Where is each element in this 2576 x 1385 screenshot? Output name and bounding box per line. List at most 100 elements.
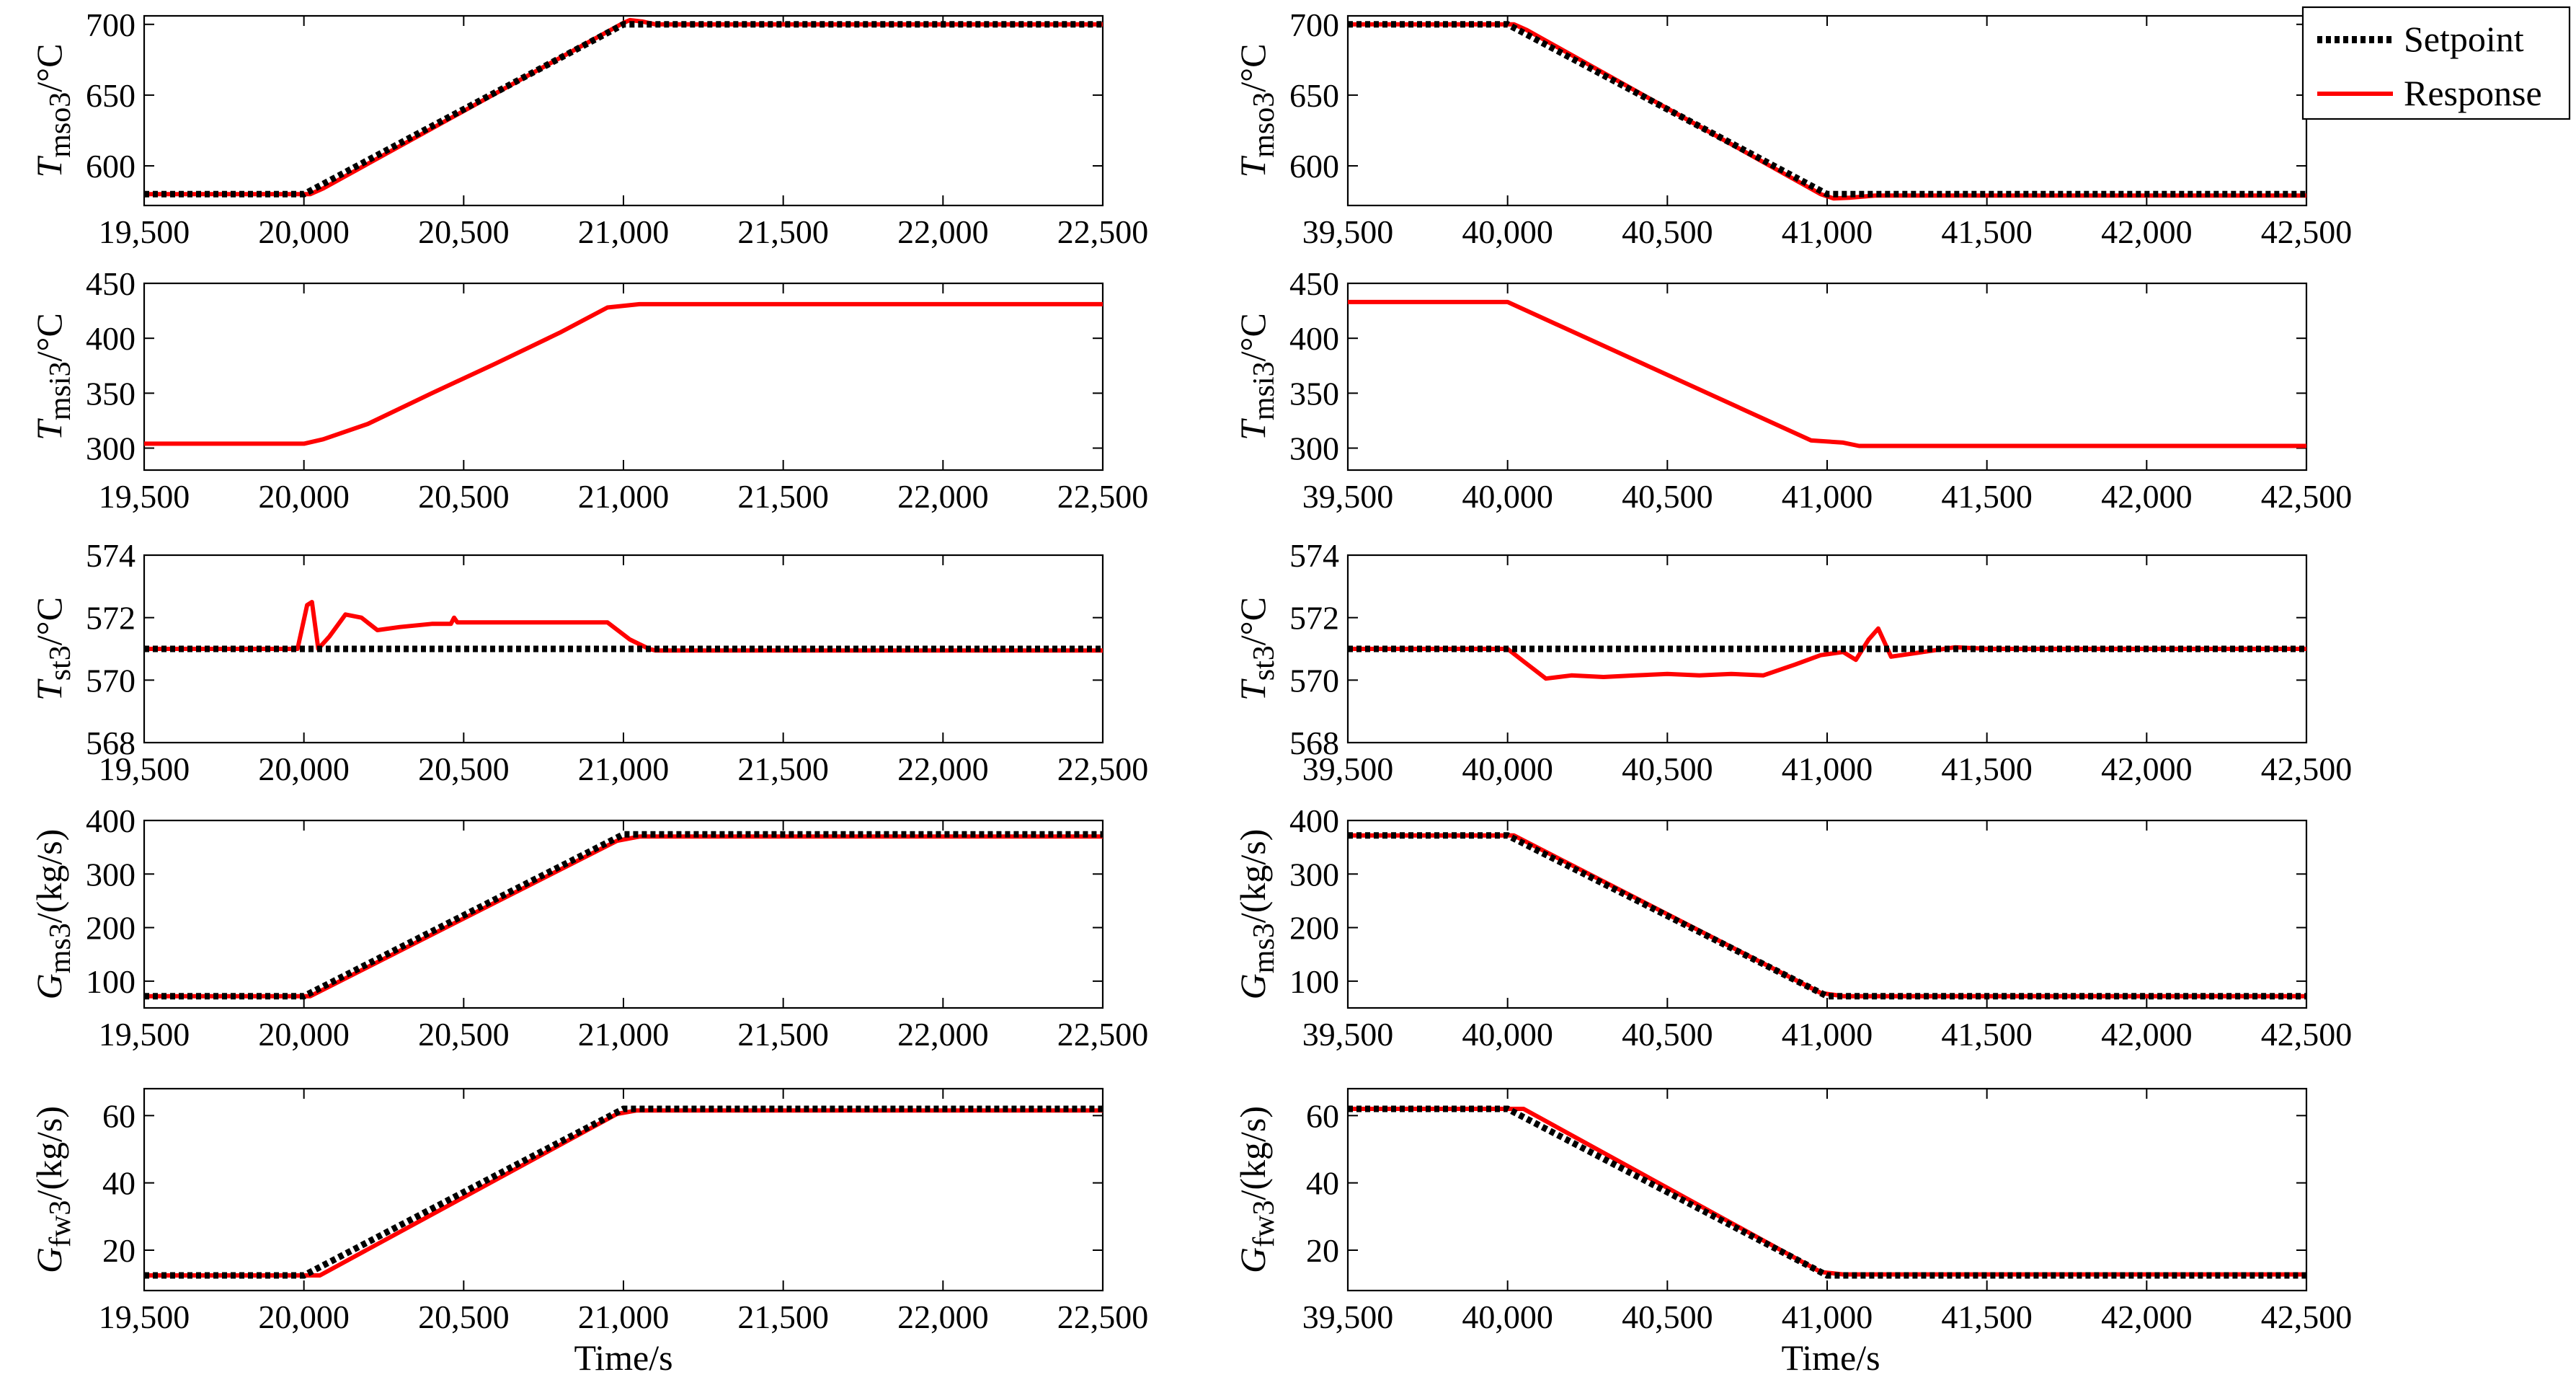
x-tick-label: 19,500 (99, 478, 190, 515)
x-tick-label: 22,000 (897, 751, 989, 787)
y-axis-label-subscript: ms3 (44, 923, 77, 973)
y-tick-label: 60 (102, 1097, 136, 1134)
y-axis-label: Tmso3/°C (1233, 43, 1281, 177)
x-tick-label: 41,500 (1941, 751, 2033, 787)
y-axis-label-subscript: mso3 (44, 92, 77, 158)
x-tick-label: 21,500 (737, 1016, 829, 1053)
y-axis-label: Tst3/°C (1233, 597, 1281, 701)
panel-left-msi3: 19,500 20,000 20,500 21,000 21,500 22,000 22,5… (29, 265, 1148, 515)
y-axis-label-symbol: T (1233, 418, 1273, 441)
y-tick-label: 350 (86, 375, 136, 412)
panel-left-fw3: 19,500 20,000 20,500 21,000 21,500 22,000 22,5… (29, 1087, 1149, 1335)
y-axis-label-unit: /(kg/s) (29, 1106, 69, 1200)
y-tick-label: 300 (1289, 856, 1339, 893)
x-tick-label: 42,500 (2261, 1298, 2353, 1335)
response-line (1348, 1107, 2306, 1277)
x-tick-label: 22,000 (897, 1298, 989, 1335)
y-axis-label-subscript: fw3 (1248, 1200, 1281, 1247)
y-axis-label-subscript: fw3 (44, 1200, 77, 1247)
setpoint-line (1348, 832, 2306, 1000)
response-line (1348, 626, 2306, 681)
y-tick-label: 400 (1289, 320, 1339, 357)
x-tick-label: 22,500 (1057, 1298, 1149, 1335)
y-tick-label: 200 (1289, 910, 1339, 947)
x-tick-label: 41,500 (1941, 1298, 2033, 1335)
y-axis-label-unit: /(kg/s) (29, 829, 69, 924)
x-tick-label: 20,000 (258, 478, 350, 515)
y-axis-label: Tmsi3/°C (1233, 313, 1281, 441)
x-tick-label: 22,500 (1057, 213, 1149, 250)
x-tick-label: 19,500 (99, 751, 190, 787)
y-tick-label: 400 (86, 802, 136, 839)
legend-box (2301, 6, 2571, 120)
x-tick-label: 40,000 (1462, 213, 1553, 250)
y-axis-label-symbol: G (1233, 973, 1273, 999)
setpoint-line (144, 1105, 1103, 1279)
response-line (1348, 299, 2306, 448)
x-tick-label: 42,000 (2101, 478, 2193, 515)
y-axis-label-symbol: T (1233, 156, 1273, 178)
x-tick-label: 40,000 (1462, 1016, 1553, 1053)
axes-frame (143, 1087, 1104, 1292)
response-line (144, 301, 1103, 446)
y-axis-label: Gms3/(kg/s) (1233, 829, 1281, 1000)
x-tick-label: 22,000 (897, 213, 989, 250)
panel-right-fw3: 39,500 40,000 40,500 41,000 41,500 42,000 42,5… (1233, 1087, 2353, 1335)
x-tick-label: 22,000 (897, 478, 989, 515)
x-tick-label: 40,500 (1622, 478, 1713, 515)
response-line (1348, 833, 2306, 999)
y-axis-label-subscript: st3 (1248, 645, 1281, 681)
x-tick-label: 39,500 (1302, 213, 1394, 250)
x-tick-label: 42,500 (2261, 751, 2353, 787)
axes-frame (1346, 819, 2308, 1009)
x-tick-label: 20,000 (258, 213, 350, 250)
x-tick-label: 42,500 (2261, 1016, 2353, 1053)
x-tick-label: 40,500 (1622, 751, 1713, 787)
x-tick-label: 41,000 (1782, 1298, 1873, 1335)
y-axis-label-symbol: T (29, 678, 69, 701)
y-tick-label: 400 (86, 320, 136, 357)
response-line (144, 600, 1103, 653)
y-tick-label: 350 (1289, 375, 1339, 412)
y-tick-label: 650 (86, 77, 136, 114)
y-axis-label-symbol: T (29, 418, 69, 441)
x-tick-label: 20,000 (258, 1298, 350, 1335)
y-tick-label: 574 (1289, 537, 1339, 574)
y-tick-label: 100 (86, 963, 136, 1000)
y-tick-label: 450 (86, 265, 136, 302)
y-axis-label: Gfw3/(kg/s) (29, 1106, 77, 1273)
x-tick-label: 21,500 (737, 213, 829, 250)
y-tick-label: 600 (86, 148, 136, 185)
x-tick-label: 20,500 (418, 751, 510, 787)
setpoint-line (144, 21, 1103, 198)
legend: Setpoint Response (2301, 6, 2571, 120)
x-tick-label: 39,500 (1302, 1016, 1394, 1053)
y-axis-label: Tmsi3/°C (29, 313, 77, 441)
y-tick-label: 40 (102, 1165, 136, 1202)
setpoint-line (144, 831, 1103, 1000)
x-axis-label-right: Time/s (1781, 1337, 1880, 1378)
x-tick-label: 42,000 (2101, 1298, 2193, 1335)
y-tick-label: 300 (1289, 430, 1339, 467)
y-axis-label-unit: /°C (1233, 43, 1273, 92)
y-axis-label-symbol: T (29, 156, 69, 178)
y-axis-label-unit: /(kg/s) (1233, 829, 1273, 924)
x-tick-label: 19,500 (99, 213, 190, 250)
y-tick-label: 574 (86, 537, 136, 574)
y-axis-label-subscript: msi3 (1248, 361, 1281, 420)
panel-right-ms3: 39,500 40,000 40,500 41,000 41,500 42,000 42,5… (1233, 802, 2352, 1053)
x-tick-label: 39,500 (1302, 478, 1394, 515)
response-line (144, 17, 1103, 197)
y-axis-label-subscript: ms3 (1248, 923, 1281, 973)
y-axis-label-unit: /°C (1233, 597, 1273, 645)
y-axis-label-unit: /°C (29, 313, 69, 361)
x-tick-label: 40,000 (1462, 478, 1553, 515)
y-axis-label-symbol: G (29, 1247, 69, 1273)
y-tick-label: 20 (1306, 1232, 1339, 1269)
panel-left-st3: 19,500 20,000 20,500 21,000 21,500 22,000 22,5… (29, 537, 1148, 787)
y-axis-label-symbol: T (1233, 678, 1273, 701)
x-tick-label: 41,500 (1941, 478, 2033, 515)
x-tick-label: 22,500 (1057, 478, 1149, 515)
axes-frame (143, 819, 1104, 1009)
y-tick-label: 700 (86, 6, 136, 43)
